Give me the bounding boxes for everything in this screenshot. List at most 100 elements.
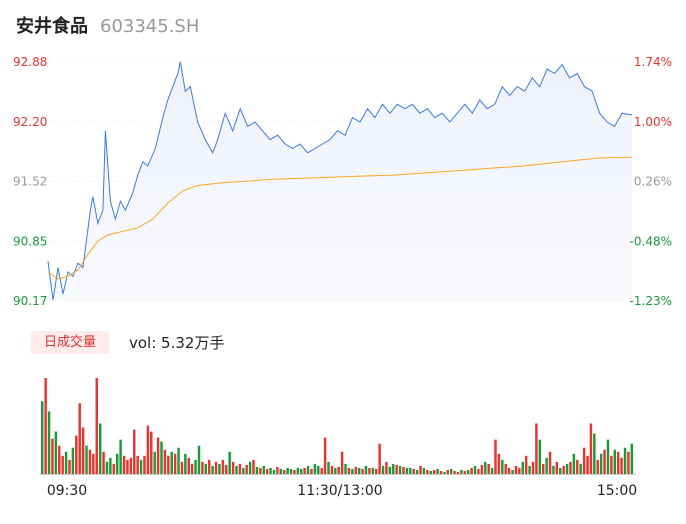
- volume-bar: [231, 461, 235, 474]
- volume-bar: [163, 449, 167, 474]
- volume-bar: [105, 461, 109, 474]
- volume-bar: [378, 443, 381, 474]
- volume-bar: [279, 468, 283, 474]
- time-tick-label: 11:30/13:00: [297, 483, 382, 499]
- volume-bar: [524, 455, 528, 474]
- volume-bar: [477, 468, 480, 474]
- volume-bar: [320, 467, 323, 474]
- volume-bar: [453, 470, 456, 474]
- price-tick-label: 92.88: [13, 55, 47, 69]
- volume-bar: [276, 466, 279, 474]
- volume-bar: [156, 437, 160, 474]
- volume-bar: [170, 451, 173, 474]
- price-tick-label: 91.52: [13, 175, 47, 189]
- volume-bar: [439, 470, 443, 474]
- volume-bar: [296, 467, 300, 474]
- volume-bar: [354, 466, 357, 474]
- volume-bar: [92, 453, 95, 474]
- volume-bar: [456, 471, 460, 474]
- time-tick-label: 09:30: [47, 483, 87, 499]
- volume-bar: [190, 463, 194, 474]
- volume-bar: [122, 455, 126, 474]
- volume-bar: [467, 469, 470, 474]
- volume-bar: [579, 463, 582, 474]
- volume-bar: [409, 467, 412, 474]
- volume-bar: [289, 468, 293, 474]
- volume-bar: [129, 457, 133, 474]
- volume-bar: [58, 445, 61, 474]
- volume-bar: [548, 451, 552, 474]
- volume-bar: [211, 465, 214, 474]
- volume-bar: [173, 453, 177, 474]
- volume-bar: [538, 439, 542, 474]
- volume-bar: [245, 464, 248, 474]
- volume-tag: 日成交量: [31, 331, 109, 354]
- volume-bar: [541, 463, 545, 474]
- volume-bar: [228, 451, 231, 474]
- volume-bar: [361, 468, 364, 474]
- volume-bar: [64, 451, 68, 474]
- volume-bar: [374, 468, 378, 474]
- percent-axis: 1.74% 1.00% 0.26% -0.48% -1.23%: [630, 55, 672, 308]
- volume-bar: [497, 453, 501, 474]
- price-axis: 92.88 92.20 91.52 90.85 90.17: [13, 55, 47, 308]
- volume-bar: [582, 447, 586, 474]
- volume-bar: [197, 445, 201, 474]
- volume-bar: [150, 431, 153, 474]
- volume-bar: [606, 439, 610, 474]
- volume-bar: [102, 451, 105, 474]
- volume-bar: [109, 457, 112, 474]
- volume-bar: [610, 455, 613, 474]
- volume-bar: [402, 466, 405, 474]
- volume-bar: [95, 378, 98, 474]
- volume-bar: [194, 459, 197, 474]
- volume-bar: [337, 466, 340, 474]
- volume-bar: [616, 451, 620, 474]
- volume-bar: [282, 469, 286, 474]
- volume-bar: [98, 423, 102, 474]
- volume-bar: [177, 447, 180, 474]
- volume-bar: [126, 459, 129, 474]
- volume-bar: [552, 465, 555, 474]
- volume-bar: [494, 439, 497, 474]
- volume-bar: [419, 465, 422, 474]
- volume-bar: [504, 463, 507, 474]
- volume-bar: [262, 465, 265, 474]
- volume-bar: [562, 465, 565, 474]
- volume-bar: [146, 425, 150, 474]
- volume-bar: [627, 451, 630, 474]
- percent-tick-label: 1.74%: [634, 55, 672, 69]
- volume-bar: [535, 423, 538, 474]
- volume-bar: [388, 466, 392, 474]
- volume-bar: [207, 459, 211, 474]
- volume-bar: [426, 469, 429, 474]
- volume-bar: [44, 378, 47, 474]
- volume-bar: [518, 467, 521, 474]
- volume-bar: [160, 441, 163, 474]
- volume-bar: [569, 461, 572, 474]
- volume-bar: [248, 461, 252, 474]
- volume-bar: [398, 465, 402, 474]
- volume-bar: [514, 465, 518, 474]
- volume-bar: [449, 468, 453, 474]
- volume-bar: [88, 449, 92, 474]
- volume-bar: [620, 457, 623, 474]
- volume-bar: [68, 459, 71, 474]
- volume-bar: [613, 449, 616, 474]
- volume-bar: [272, 469, 276, 474]
- volume-bar: [422, 467, 426, 474]
- volume-bar: [81, 427, 85, 474]
- volume-bar: [300, 468, 303, 474]
- volume-bar: [310, 468, 313, 474]
- volume-bar: [180, 461, 184, 474]
- volume-bar: [225, 464, 228, 474]
- volume-bar: [143, 455, 146, 474]
- volume-bar: [364, 465, 368, 474]
- volume-bar: [265, 468, 269, 474]
- volume-bar: [436, 468, 439, 474]
- volume-bar: [429, 470, 432, 474]
- volume-bar: [133, 429, 136, 474]
- volume-bar: [599, 453, 603, 474]
- volume-bar: [405, 467, 409, 474]
- price-tick-label: 90.85: [13, 234, 47, 248]
